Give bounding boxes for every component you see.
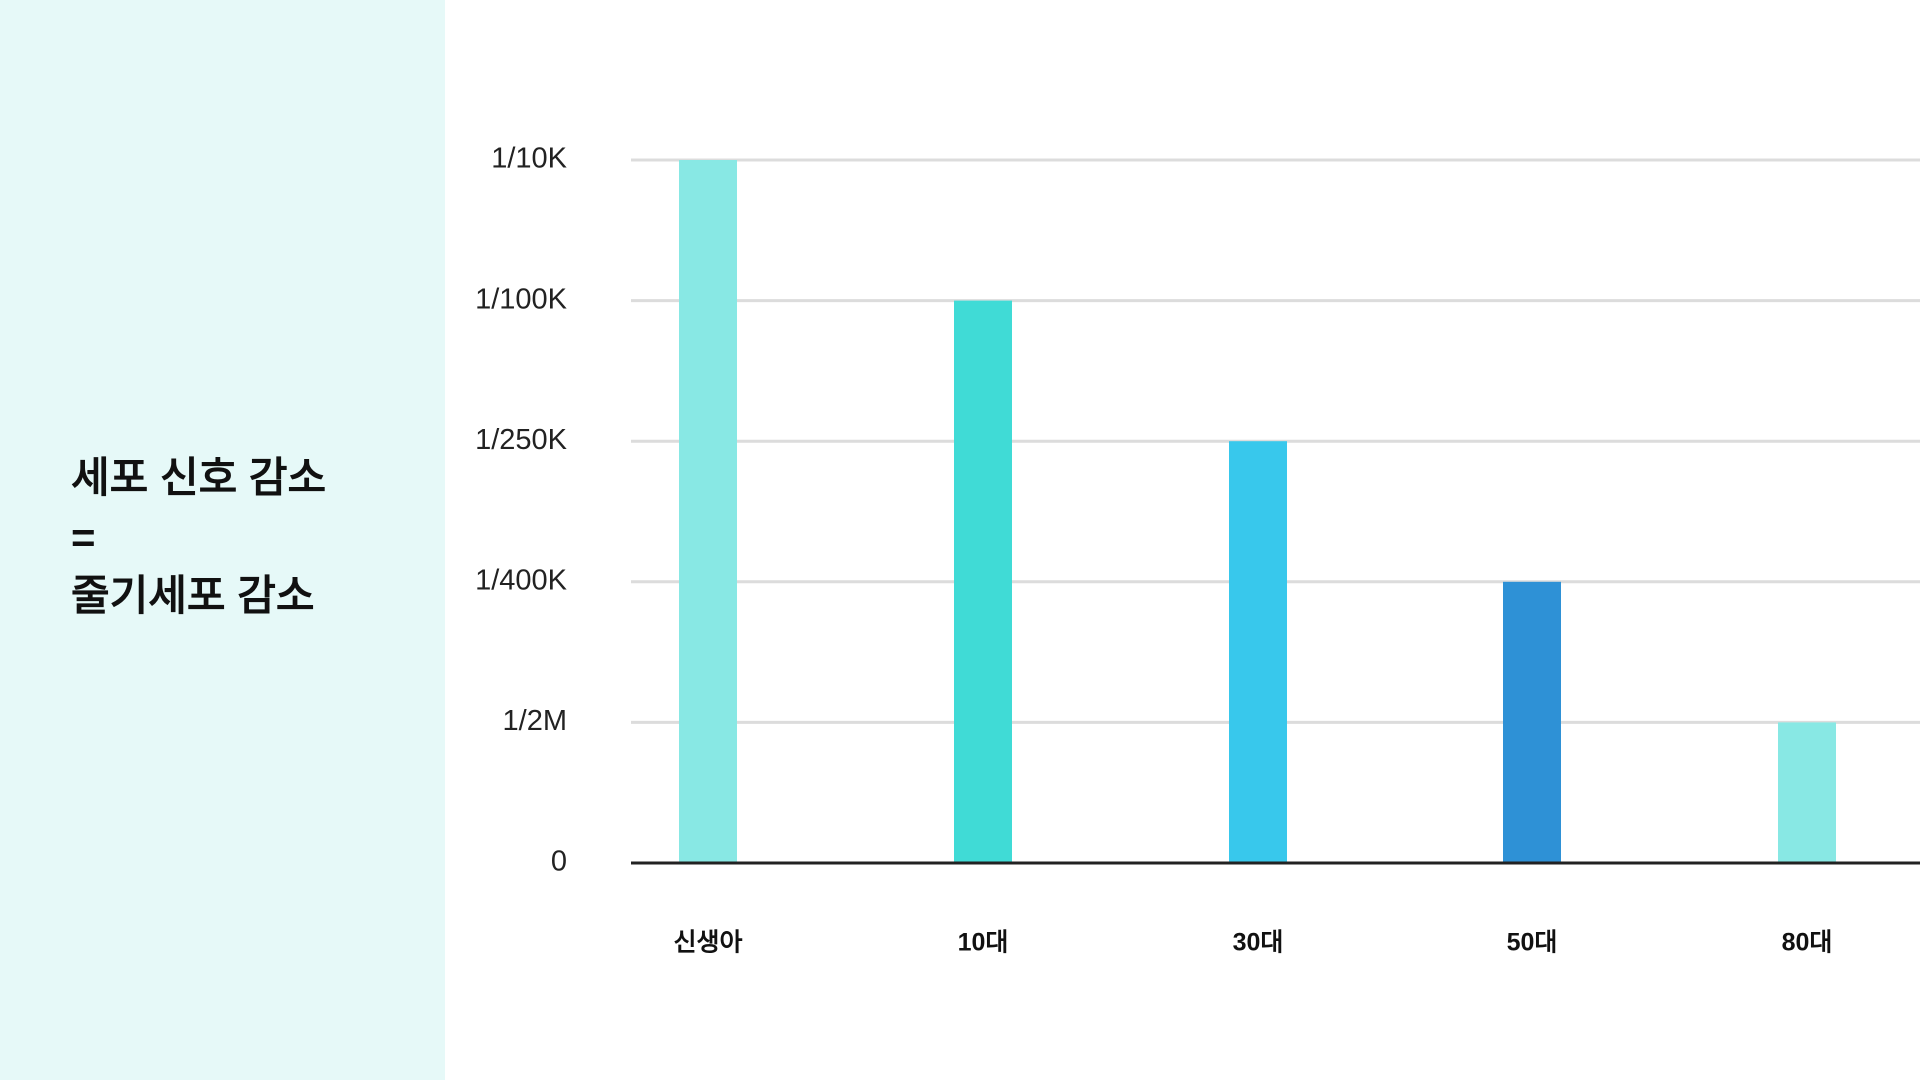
- x-tick-label: 신생아: [673, 929, 742, 957]
- side-panel: [0, 0, 445, 1080]
- x-tick-label: 30대: [1233, 929, 1284, 957]
- y-tick-label: 1/250K: [475, 424, 568, 456]
- y-tick-label: 1/400K: [475, 564, 568, 596]
- bar: [1229, 441, 1287, 863]
- bar: [1503, 581, 1561, 863]
- bar: [954, 300, 1012, 864]
- x-tick-label: 80대: [1782, 929, 1833, 957]
- y-tick-label: 1/100K: [475, 283, 568, 315]
- title-line: 세포 신호 감소: [71, 454, 326, 501]
- x-tick-label: 50대: [1507, 929, 1558, 957]
- title-line: =: [71, 514, 96, 561]
- title-line: 줄기세포 감소: [71, 572, 315, 619]
- y-tick-label: 1/2M: [503, 705, 567, 737]
- bar: [679, 160, 737, 863]
- y-tick-label: 1/10K: [491, 143, 567, 175]
- bar: [1778, 722, 1836, 863]
- x-tick-label: 10대: [958, 929, 1009, 957]
- y-tick-label: 0: [551, 846, 567, 878]
